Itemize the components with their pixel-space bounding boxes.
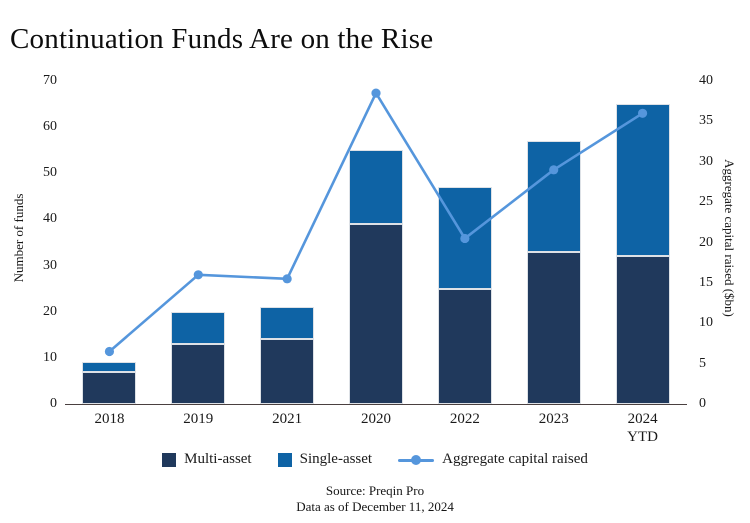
bar-segment-multi-asset — [260, 339, 315, 404]
single-asset-swatch-icon — [277, 452, 292, 467]
y-axis-tick-left: 50 — [43, 165, 57, 181]
bar-segment-multi-asset — [349, 224, 403, 404]
bar-segment-single-asset — [171, 311, 226, 345]
y-axis-tick-left: 10 — [43, 349, 57, 365]
multi-asset-swatch-icon — [162, 452, 177, 467]
bar-segment-single-asset — [260, 307, 315, 340]
plot-area: 0 10 20 30 40 50 60 70 0 5 10 15 20 25 30 35 40 2018 2019 2… — [43, 73, 713, 445]
line-data-point-icon — [193, 270, 203, 280]
y-axis-tick-right: 40 — [699, 73, 713, 88]
legend-label-multi-asset: Multi-asset — [184, 451, 252, 467]
y-axis-tick-right: 35 — [699, 113, 713, 129]
data-as-of-note: Data as of December 11, 2024 — [296, 499, 454, 514]
x-axis-label: 2021 — [272, 411, 303, 427]
y-axis-tick-left: 30 — [43, 257, 57, 273]
line-data-point-icon — [549, 165, 559, 175]
bar-segment-multi-asset — [526, 251, 581, 404]
source-note: Source: Preqin Pro — [325, 483, 425, 498]
y-axis-tick-left: 0 — [50, 396, 57, 411]
y-axis-tick-right: 20 — [699, 234, 713, 250]
aggregate-capital-line — [104, 88, 648, 357]
x-axis-label: 2022 — [449, 411, 480, 427]
y-axis-tick-left: 70 — [43, 73, 57, 88]
y-axis-tick-left: 40 — [43, 211, 57, 227]
bar-segment-single-asset — [615, 104, 670, 257]
legend-item-aggregate-capital: Aggregate capital raised — [398, 451, 588, 468]
y-axis-tick-right: 25 — [699, 194, 713, 210]
legend-item-multi-asset: Multi-asset — [162, 451, 252, 468]
line-marker-icon — [398, 454, 435, 465]
bar-segment-multi-asset — [82, 371, 137, 404]
y-axis-tick-right: 30 — [699, 153, 713, 169]
legend-label-single-asset: Single-asset — [299, 451, 373, 467]
y-axis-tick-left: 60 — [43, 119, 57, 135]
bar-segment-multi-asset — [615, 256, 670, 404]
y-axis-tick-right: 5 — [699, 355, 706, 371]
x-axis-label: 2018 — [94, 411, 125, 427]
legend: Multi-asset Single-asset Aggregate capit… — [0, 451, 750, 468]
y-axis-tick-right: 15 — [699, 274, 713, 290]
line-data-point-icon — [637, 108, 648, 118]
line-data-point-icon — [282, 274, 292, 284]
y-axis-tick-right: 0 — [699, 396, 706, 411]
x-axis-label: 2024 YTD — [627, 411, 658, 445]
y-axis-tick-left: 20 — [43, 303, 57, 319]
line-data-point-icon — [104, 346, 115, 357]
legend-label-aggregate-capital: Aggregate capital raised — [442, 451, 588, 467]
x-axis-label: 2023 — [538, 411, 569, 427]
bar-segment-multi-asset — [437, 288, 492, 404]
x-axis-label: 2019 — [183, 411, 214, 427]
legend-item-single-asset: Single-asset — [277, 451, 373, 468]
chart-title: Continuation Funds Are on the Rise — [10, 23, 434, 56]
line-data-point-icon — [460, 233, 470, 244]
bar-segment-single-asset — [349, 150, 403, 225]
y-axis-tick-right: 10 — [699, 315, 713, 331]
bar-segment-multi-asset — [171, 344, 226, 404]
line-data-point-icon — [371, 88, 381, 98]
bar-segment-single-asset — [82, 362, 137, 372]
x-axis-label: 2020 — [361, 411, 391, 427]
